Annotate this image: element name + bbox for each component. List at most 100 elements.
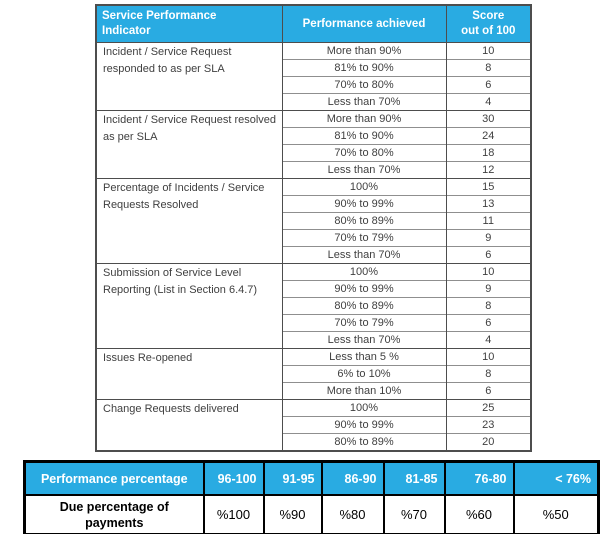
- sla-row: 80% to 89% 20: [96, 433, 531, 451]
- sla-row: 81% to 90% 24: [96, 127, 531, 145]
- performance-achieved-cell: Less than 70%: [281, 161, 446, 179]
- performance-range-cell: 96-100: [202, 460, 265, 496]
- due-payment-cell: %70: [382, 494, 446, 534]
- payment-table-header-row: Performance percentage 96-100 91-95 86-90 8…: [23, 460, 600, 496]
- sla-row: Change Requests delivered 100% 25: [95, 399, 531, 451]
- performance-achieved-cell: 80% to 89%: [281, 297, 446, 315]
- score-cell: 4: [445, 331, 531, 349]
- performance-achieved-cell: Less than 70%: [281, 93, 446, 111]
- sla-row: 80% to 89% 8: [96, 297, 531, 315]
- performance-achieved-cell: More than 90%: [281, 110, 446, 128]
- performance-range-cell: < 76%: [512, 460, 600, 496]
- indicator-cell: Incident / Service Request resolved as p…: [95, 110, 282, 179]
- score-cell: 11: [445, 212, 531, 230]
- sla-row: Less than 70% 6: [96, 246, 531, 264]
- performance-percentage-label: Performance percentage: [23, 460, 205, 496]
- sla-row: 70% to 79% 9: [96, 229, 531, 247]
- performance-achieved-cell: 90% to 99%: [281, 416, 446, 434]
- sla-row: Less than 70% 4: [96, 93, 531, 111]
- due-payment-cell: %50: [512, 494, 600, 534]
- performance-achieved-cell: 70% to 79%: [281, 229, 446, 247]
- sla-row: Incident / Service Request responded to …: [95, 42, 531, 111]
- performance-achieved-cell: 81% to 90%: [281, 127, 446, 145]
- header-performance-achieved: Performance achieved: [281, 5, 446, 43]
- sla-row: Less than 70% 12: [96, 161, 531, 179]
- sla-row: Less than 70% 4: [96, 331, 531, 349]
- due-payment-cell: %100: [202, 494, 265, 534]
- score-cell: 8: [445, 59, 531, 77]
- indicator-cell: Change Requests delivered: [95, 399, 282, 451]
- payment-percentage-table: Performance percentage 96-100 91-95 86-90 8…: [23, 460, 600, 534]
- sla-row: 90% to 99% 13: [96, 195, 531, 213]
- due-payment-cell: %90: [262, 494, 323, 534]
- sla-row: 6% to 10% 8: [96, 365, 531, 383]
- sla-scoring-table: Service Performance Indicator Performanc…: [95, 4, 532, 452]
- payment-table-data-row: Due percentage of payments %100 %90 %80 %70…: [23, 494, 600, 534]
- score-cell: 12: [445, 161, 531, 179]
- performance-achieved-cell: Less than 70%: [281, 331, 446, 349]
- sla-row: 90% to 99% 23: [96, 416, 531, 434]
- score-cell: 18: [445, 144, 531, 162]
- due-payment-cell: %80: [320, 494, 385, 534]
- header-score-out-of-100: Score out of 100: [445, 5, 531, 43]
- performance-achieved-cell: 70% to 79%: [281, 314, 446, 332]
- performance-achieved-cell: 100%: [281, 263, 446, 281]
- performance-achieved-cell: 70% to 80%: [281, 76, 446, 94]
- header-service-performance-indicator: Service Performance Indicator: [95, 5, 282, 43]
- performance-achieved-cell: 100%: [281, 399, 446, 417]
- score-cell: 6: [445, 382, 531, 400]
- performance-range-cell: 91-95: [262, 460, 323, 496]
- score-cell: 13: [445, 195, 531, 213]
- score-cell: 8: [445, 365, 531, 383]
- indicator-cell: Submission of Service Level Reporting (L…: [95, 263, 282, 349]
- performance-achieved-cell: 80% to 89%: [281, 433, 446, 451]
- performance-achieved-cell: 81% to 90%: [281, 59, 446, 77]
- sla-row: 70% to 80% 6: [96, 76, 531, 94]
- performance-range-cell: 86-90: [320, 460, 385, 496]
- sla-row: 70% to 80% 18: [96, 144, 531, 162]
- score-cell: 6: [445, 314, 531, 332]
- score-cell: 9: [445, 280, 531, 298]
- performance-achieved-cell: 80% to 89%: [281, 212, 446, 230]
- performance-achieved-cell: More than 10%: [281, 382, 446, 400]
- score-cell: 23: [445, 416, 531, 434]
- due-payment-cell: %60: [443, 494, 515, 534]
- sla-row: Percentage of Incidents / Service Reques…: [95, 178, 531, 264]
- indicator-cell: Percentage of Incidents / Service Reques…: [95, 178, 282, 264]
- sla-row: More than 10% 6: [96, 382, 531, 400]
- sla-row: Submission of Service Level Reporting (L…: [95, 263, 531, 349]
- indicator-cell: Incident / Service Request responded to …: [95, 42, 282, 111]
- performance-achieved-cell: 90% to 99%: [281, 195, 446, 213]
- score-cell: 6: [445, 76, 531, 94]
- sla-table-header-row: Service Performance Indicator Performanc…: [95, 5, 531, 43]
- sla-row: 70% to 79% 6: [96, 314, 531, 332]
- indicator-cell: Issues Re-opened: [95, 348, 282, 400]
- score-cell: 25: [445, 399, 531, 417]
- score-cell: 10: [445, 263, 531, 281]
- performance-achieved-cell: Less than 70%: [281, 246, 446, 264]
- score-cell: 24: [445, 127, 531, 145]
- performance-range-cell: 81-85: [382, 460, 446, 496]
- performance-achieved-cell: Less than 5 %: [281, 348, 446, 366]
- sla-row: 90% to 99% 9: [96, 280, 531, 298]
- score-cell: 10: [445, 42, 531, 60]
- sla-row: Incident / Service Request resolved as p…: [95, 110, 531, 179]
- score-cell: 15: [445, 178, 531, 196]
- score-cell: 20: [445, 433, 531, 451]
- score-cell: 30: [445, 110, 531, 128]
- score-cell: 6: [445, 246, 531, 264]
- performance-range-cell: 76-80: [443, 460, 515, 496]
- sla-row: 80% to 89% 11: [96, 212, 531, 230]
- sla-row: 81% to 90% 8: [96, 59, 531, 77]
- due-percentage-label: Due percentage of payments: [23, 494, 205, 534]
- score-cell: 9: [445, 229, 531, 247]
- sla-row: Issues Re-opened Less than 5 % 10: [95, 348, 531, 400]
- sla-table-body: Incident / Service Request responded to …: [95, 42, 531, 451]
- score-cell: 4: [445, 93, 531, 111]
- score-cell: 8: [445, 297, 531, 315]
- score-cell: 10: [445, 348, 531, 366]
- performance-achieved-cell: 90% to 99%: [281, 280, 446, 298]
- performance-achieved-cell: More than 90%: [281, 42, 446, 60]
- performance-achieved-cell: 70% to 80%: [281, 144, 446, 162]
